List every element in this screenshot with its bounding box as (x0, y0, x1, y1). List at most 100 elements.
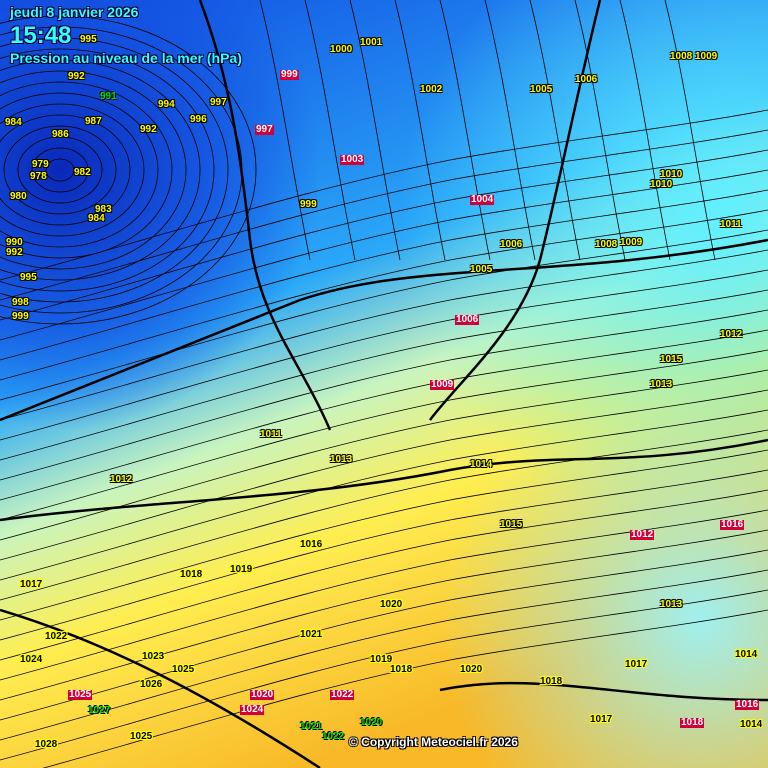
isobar (0, 489, 768, 661)
station-pressure: 1028 (35, 739, 58, 750)
station-pressure: 996 (190, 114, 207, 125)
map-subtitle: Pression au niveau de la mer (hPa) (10, 50, 242, 66)
station-pressure: 1019 (370, 654, 393, 665)
isobar (0, 103, 145, 237)
isobar (574, 0, 626, 261)
station-pressure: 1020 (460, 664, 483, 675)
station-pressure: 1010 (660, 169, 683, 180)
station-pressure: 1006 (500, 239, 523, 250)
isobar (42, 609, 768, 768)
isobar (3, 125, 117, 215)
copyright: © Copyright Meteociel.fr 2026 (349, 735, 518, 749)
station-pressure: 1008 (670, 51, 693, 62)
station-pressure: 984 (88, 213, 105, 224)
isobar (0, 70, 187, 270)
station-pressure: 1020 (250, 689, 275, 700)
station-pressure: 1027 (88, 705, 111, 716)
station-pressure: 1013 (660, 599, 683, 610)
station-pressure: 1018 (680, 717, 705, 728)
isobar (45, 158, 75, 182)
isobar (0, 409, 768, 581)
station-pressure: 1016 (735, 699, 760, 710)
station-pressure: 1015 (660, 354, 683, 365)
station-pressure: 1014 (470, 459, 493, 470)
station-pressure: 1001 (360, 37, 383, 48)
station-pressure: 1005 (470, 264, 493, 275)
station-pressure: 992 (6, 247, 23, 258)
isobar (304, 0, 356, 261)
station-pressure: 1022 (330, 689, 355, 700)
station-pressure: 1017 (20, 579, 43, 590)
station-pressure: 1008 (595, 239, 618, 250)
station-pressure: 1017 (590, 714, 613, 725)
station-pressure: 978 (30, 171, 47, 182)
isobar (484, 0, 536, 261)
station-pressure: 1018 (390, 664, 413, 675)
isobar (0, 329, 768, 501)
station-pressure: 1021 (300, 629, 323, 640)
station-pressure: 992 (140, 124, 157, 135)
station-pressure: 979 (32, 159, 49, 170)
date-label: jeudi 8 janvier 2026 (10, 4, 139, 20)
station-pressure: 997 (255, 124, 274, 135)
isobar (0, 109, 768, 281)
isobar (259, 0, 311, 261)
station-pressure: 1024 (20, 654, 43, 665)
station-pressure: 1006 (455, 314, 480, 325)
station-pressure: 997 (210, 97, 227, 108)
station-pressure: 1010 (650, 179, 673, 190)
isobar (0, 189, 768, 361)
station-pressure: 980 (10, 191, 27, 202)
isobar (0, 129, 768, 301)
station-pressure: 1025 (172, 664, 195, 675)
isobar (17, 136, 103, 204)
isobar (0, 59, 201, 281)
isobar (0, 529, 768, 701)
isobar (0, 369, 768, 541)
station-pressure: 1011 (720, 219, 742, 230)
isobar (0, 309, 768, 481)
isobar (349, 0, 401, 261)
station-pressure: 999 (280, 69, 299, 80)
isobar (0, 569, 768, 741)
station-pressure: 1012 (720, 329, 743, 340)
station-pressure: 1000 (330, 44, 353, 55)
time-label: 15:48 (10, 22, 72, 49)
station-pressure: 1020 (360, 717, 383, 728)
station-pressure: 987 (85, 116, 102, 127)
station-pressure: 1013 (650, 379, 673, 390)
isobar (0, 389, 768, 561)
isobar (0, 37, 229, 303)
station-pressure: 1009 (620, 237, 643, 248)
station-pressure: 995 (80, 34, 97, 45)
station-pressure: 983 (95, 204, 112, 215)
station-pressure: 1014 (735, 649, 758, 660)
isobar (394, 0, 446, 261)
isobar (0, 48, 215, 292)
isobar (664, 0, 716, 261)
station-pressure: 1017 (625, 659, 648, 670)
isobar (0, 15, 257, 325)
isobar (529, 0, 581, 261)
station-pressure: 999 (12, 311, 29, 322)
station-pressure: 982 (74, 167, 91, 178)
station-pressure: 998 (12, 297, 29, 308)
isobar (0, 549, 768, 721)
station-pressure: 1003 (340, 154, 365, 165)
station-pressure: 1014 (740, 719, 763, 730)
station-pressure: 1006 (575, 74, 598, 85)
station-pressure: 1022 (45, 631, 68, 642)
isobar (31, 147, 89, 193)
station-pressure: 1013 (330, 454, 353, 465)
isobar (0, 269, 768, 441)
isobar (0, 92, 159, 248)
station-pressure: 995 (20, 272, 37, 283)
isobar (0, 209, 768, 381)
station-pressure: 1009 (695, 51, 718, 62)
station-pressure: 1011 (260, 429, 282, 440)
station-pressure: 1026 (140, 679, 163, 690)
station-pressure: 1016 (720, 519, 745, 530)
isobar (0, 469, 768, 641)
